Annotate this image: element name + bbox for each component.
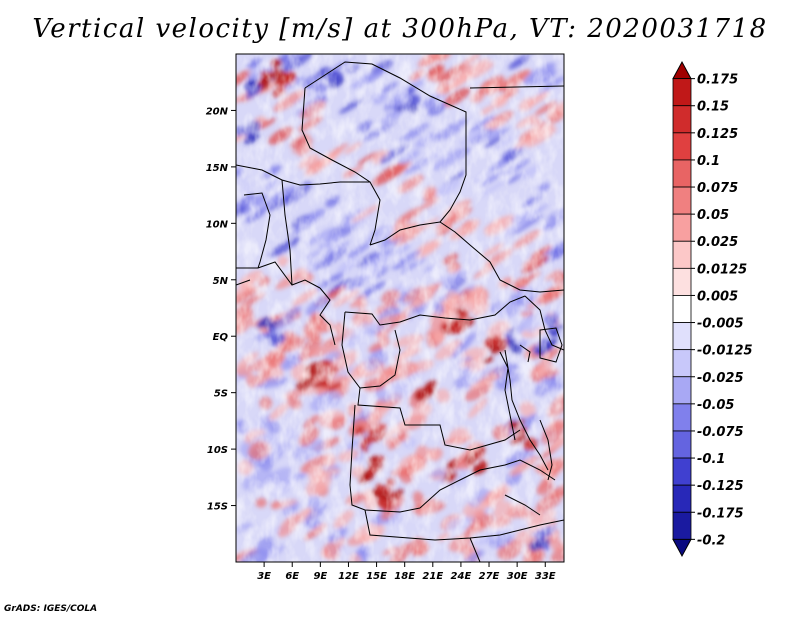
lake-malawi — [539, 419, 553, 481]
colorbar-swatch-1 — [672, 78, 692, 107]
colorbar-label-10: -0.0125 — [697, 344, 753, 359]
colorbar-swatch-2 — [672, 105, 692, 134]
colorbar-swatch-16 — [672, 484, 692, 513]
border-zimbabwe — [504, 494, 541, 516]
colorbar-swatch-10 — [672, 322, 692, 351]
colorbar-swatch-13 — [672, 403, 692, 432]
colorbar-label-15: -0.125 — [697, 479, 744, 494]
colorbar-label-4: 0.075 — [697, 181, 738, 196]
colorbar: 0.175 0.15 0.125 0.1 0.075 0.05 0.025 0.0125 0.0… — [672, 60, 753, 558]
colorbar-swatch-15 — [672, 457, 692, 486]
border-zambia — [419, 459, 556, 509]
y-tick-label-5: 5S — [214, 389, 228, 400]
border-libya — [304, 61, 467, 223]
x-tick-label-2: 9E — [313, 571, 327, 582]
colorbar-swatch-6 — [672, 213, 692, 242]
border-niger — [301, 87, 371, 183]
border-cameroon — [319, 287, 336, 346]
x-tick-label-8: 27E — [479, 571, 500, 582]
colorbar-label-12: -0.05 — [697, 398, 734, 413]
colorbar-label-6: 0.025 — [697, 235, 738, 250]
x-tick-label-10: 33E — [535, 571, 556, 582]
colorbar-label-11: -0.025 — [697, 371, 744, 386]
colorbar-swatch-11 — [672, 349, 692, 378]
x-tick-label-6: 21E — [422, 571, 443, 582]
colorbar-label-13: -0.075 — [697, 425, 744, 440]
y-tick-label-3: 5N — [213, 276, 229, 287]
colorbar-swatch-8 — [672, 267, 692, 296]
colorbar-label-14: -0.1 — [697, 452, 725, 467]
border-coast-west — [236, 261, 321, 289]
border-chad-sudan — [369, 221, 564, 293]
border-gulf — [236, 279, 251, 286]
colorbar-bottom-arrow — [672, 538, 692, 558]
border-congo — [341, 311, 401, 389]
y-tick-label-6: 10S — [207, 445, 228, 456]
colorbar-swatch-7 — [672, 240, 692, 269]
lake-tanganyika — [499, 351, 516, 441]
y-tick-label-1: 15N — [206, 163, 229, 174]
y-tick-label-2: 10N — [206, 219, 229, 230]
colorbar-swatch-17 — [672, 511, 692, 540]
border-botswana — [469, 537, 481, 562]
lake-kivu — [519, 344, 531, 363]
x-tick-label-1: 6E — [285, 571, 299, 582]
border-drc-south — [357, 387, 521, 451]
colorbar-label-3: 0.1 — [697, 154, 720, 169]
border-angola — [349, 404, 421, 513]
colorbar-swatch-14 — [672, 430, 692, 459]
field-texture — [236, 54, 564, 562]
plot-area — [236, 54, 564, 562]
x-tick-label-0: 3E — [257, 571, 271, 582]
colorbar-label-17: -0.2 — [697, 533, 725, 548]
lakes — [499, 327, 563, 481]
lake-victoria — [539, 327, 563, 363]
grads-credit: GrADS: IGES/COLA — [4, 604, 98, 614]
x-tick-label-3: 12E — [338, 571, 359, 582]
colorbar-label-5: 0.05 — [697, 208, 729, 223]
border-sahel — [236, 164, 381, 246]
colorbar-top-arrow — [672, 60, 692, 80]
y-tick-label-4: EQ — [213, 332, 229, 343]
x-tick-label-4: 15E — [366, 571, 387, 582]
border-benin — [243, 192, 271, 269]
border-uganda — [524, 295, 564, 351]
border-car — [344, 295, 526, 326]
y-tick-label-0: 20N — [206, 106, 229, 117]
border-egypt — [469, 85, 564, 89]
colorbar-swatch-4 — [672, 159, 692, 188]
chart-title: Vertical velocity [m/s] at 300hPa, VT: 2… — [32, 14, 768, 44]
colorbar-label-8: 0.005 — [697, 289, 738, 304]
x-tick-label-9: 30E — [507, 571, 528, 582]
colorbar-swatch-5 — [672, 186, 692, 215]
y-axis: 20N 15N 10N 5N EQ 5S 10S 15S — [206, 106, 236, 513]
colorbar-label-7: 0.0125 — [697, 262, 747, 277]
colorbar-label-9: -0.005 — [697, 317, 744, 332]
x-tick-label-5: 18E — [394, 571, 415, 582]
colorbar-swatch-9 — [672, 295, 692, 323]
colorbar-label-2: 0.125 — [697, 127, 738, 142]
border-drc-east — [504, 349, 549, 471]
x-axis: 3E 6E 9E 12E 15E 18E 21E 24E 27E 30E 33E — [257, 562, 556, 582]
x-tick-label-7: 24E — [451, 571, 472, 582]
border-nigeria — [281, 179, 293, 286]
y-tick-label-7: 15S — [207, 502, 228, 513]
colorbar-label-0: 0.175 — [697, 73, 738, 88]
colorbar-swatch-3 — [672, 132, 692, 161]
plot-frame — [235, 53, 565, 563]
colorbar-label-16: -0.175 — [697, 506, 744, 521]
country-borders — [236, 61, 564, 562]
colorbar-swatch-12 — [672, 376, 692, 405]
colorbar-label-1: 0.15 — [697, 100, 729, 115]
